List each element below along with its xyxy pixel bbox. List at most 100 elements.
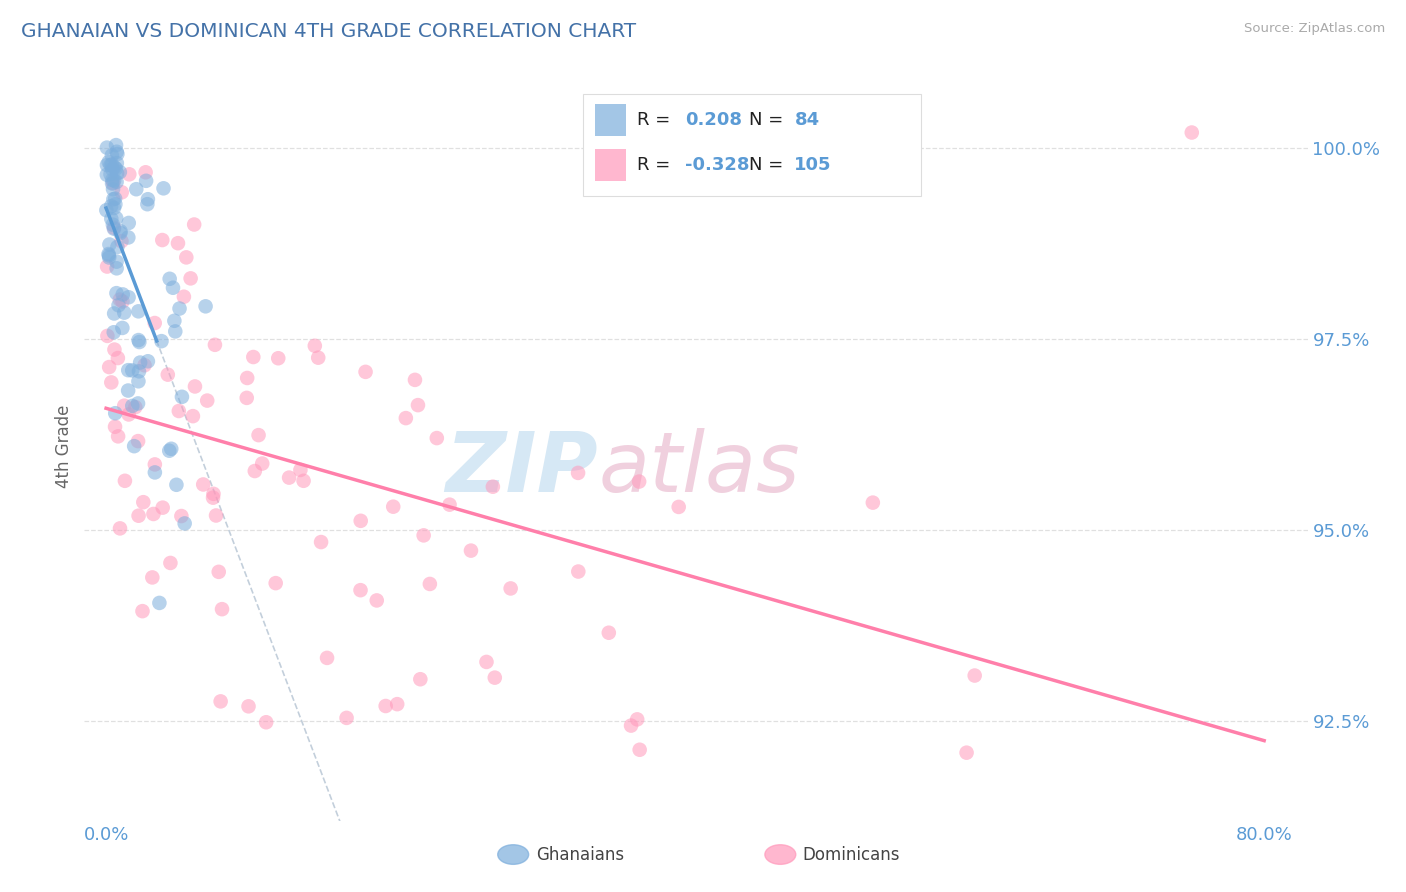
Point xyxy=(235,391,257,405)
Point xyxy=(101,176,124,190)
Text: R =: R = xyxy=(637,112,676,129)
Point xyxy=(103,173,125,187)
Point xyxy=(125,182,148,196)
Point xyxy=(862,495,884,509)
Point xyxy=(97,155,120,169)
Point xyxy=(98,360,121,375)
Point xyxy=(108,293,131,307)
Point xyxy=(103,325,125,339)
Point xyxy=(127,374,149,388)
Point xyxy=(117,290,139,304)
Text: 105: 105 xyxy=(794,156,832,174)
Text: N =: N = xyxy=(749,112,789,129)
Point xyxy=(148,596,170,610)
Point xyxy=(176,251,198,265)
Point xyxy=(598,625,620,640)
Text: N =: N = xyxy=(749,156,789,174)
Point xyxy=(162,281,184,295)
Point xyxy=(107,429,129,443)
Point xyxy=(121,363,143,377)
Point xyxy=(118,167,141,181)
Point xyxy=(238,699,260,714)
Point xyxy=(96,168,118,182)
Point xyxy=(963,668,986,682)
Point xyxy=(128,333,150,347)
Point xyxy=(131,604,153,618)
Point xyxy=(409,672,432,686)
Point xyxy=(100,199,122,213)
Point xyxy=(142,507,165,521)
Point xyxy=(128,508,150,523)
Point xyxy=(118,408,141,422)
Point xyxy=(292,474,315,488)
Point xyxy=(152,500,174,515)
Point xyxy=(626,712,648,726)
Point xyxy=(110,226,132,240)
Point xyxy=(309,535,332,549)
Point xyxy=(406,398,429,412)
Point xyxy=(350,514,373,528)
Point xyxy=(290,463,312,477)
Point xyxy=(100,376,122,390)
Point xyxy=(243,464,266,478)
Point xyxy=(374,698,396,713)
Point xyxy=(96,329,118,343)
Point xyxy=(184,379,207,393)
Point xyxy=(127,396,149,410)
Point xyxy=(107,240,129,254)
Point xyxy=(143,458,166,472)
Point xyxy=(150,233,173,247)
Point xyxy=(1181,126,1204,140)
Text: Source: ZipAtlas.com: Source: ZipAtlas.com xyxy=(1244,22,1385,36)
Point xyxy=(387,697,409,711)
Point xyxy=(620,718,643,732)
Point xyxy=(156,368,179,382)
Point xyxy=(122,439,145,453)
Text: 0.208: 0.208 xyxy=(685,112,742,129)
Point xyxy=(111,294,134,309)
Point xyxy=(395,411,418,425)
Text: atlas: atlas xyxy=(598,428,800,509)
Point xyxy=(136,197,159,211)
Point xyxy=(173,516,195,531)
Point xyxy=(173,290,195,304)
Point xyxy=(103,220,125,235)
Point xyxy=(111,186,134,200)
Point xyxy=(111,287,134,301)
Point xyxy=(105,175,128,189)
Point xyxy=(107,298,129,312)
Point xyxy=(202,487,225,501)
Point xyxy=(117,363,139,377)
Point xyxy=(567,565,589,579)
Point xyxy=(211,602,233,616)
Point xyxy=(165,477,187,491)
Point xyxy=(112,399,135,413)
Point xyxy=(419,577,441,591)
Point xyxy=(104,161,127,176)
Point xyxy=(165,325,187,339)
Point xyxy=(170,509,193,524)
Point xyxy=(157,443,180,458)
Point xyxy=(170,390,193,404)
Point xyxy=(163,314,186,328)
Point xyxy=(349,583,371,598)
Point xyxy=(167,404,190,418)
Point xyxy=(304,339,326,353)
Point xyxy=(150,334,173,348)
Point xyxy=(104,192,127,206)
Text: ZIP: ZIP xyxy=(446,428,598,509)
Point xyxy=(278,470,301,484)
Point xyxy=(101,173,124,187)
Point xyxy=(202,491,225,505)
Text: Dominicans: Dominicans xyxy=(803,846,900,863)
Point xyxy=(108,165,131,179)
Point xyxy=(499,582,522,596)
Point xyxy=(117,230,139,244)
Point xyxy=(366,593,388,607)
Point xyxy=(105,254,128,268)
Point xyxy=(668,500,690,514)
Point xyxy=(98,237,121,252)
Point xyxy=(112,305,135,319)
Text: R =: R = xyxy=(637,156,676,174)
Point xyxy=(96,203,118,218)
